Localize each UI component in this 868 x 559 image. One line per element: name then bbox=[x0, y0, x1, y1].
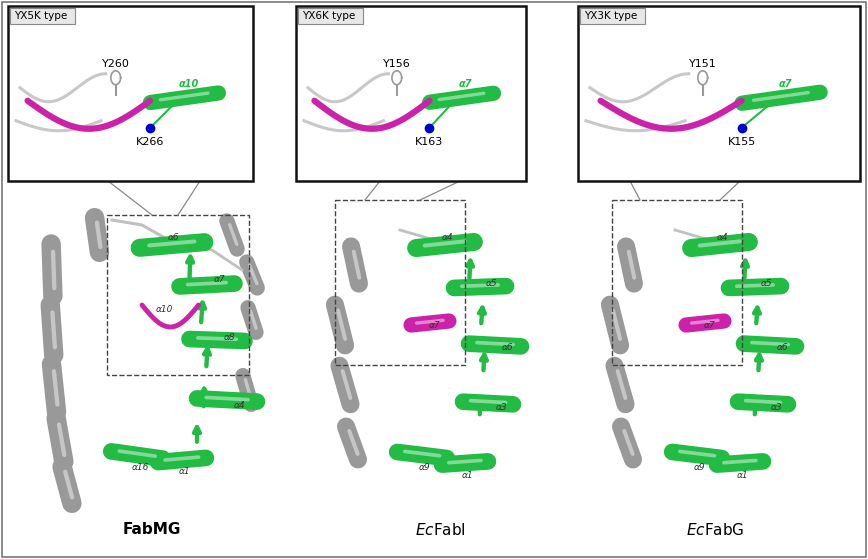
Text: α1: α1 bbox=[179, 467, 191, 476]
Text: Y260: Y260 bbox=[102, 59, 129, 69]
Text: K163: K163 bbox=[415, 137, 444, 147]
Bar bbox=[107, 215, 249, 375]
Text: K155: K155 bbox=[727, 137, 756, 147]
Text: α8: α8 bbox=[224, 334, 236, 343]
Text: α1: α1 bbox=[462, 471, 474, 480]
Text: α5: α5 bbox=[486, 278, 498, 287]
Text: $\it{Ec}$FabG: $\it{Ec}$FabG bbox=[686, 522, 744, 538]
Text: YX5K type: YX5K type bbox=[14, 11, 67, 21]
Text: Y151: Y151 bbox=[689, 59, 717, 69]
Text: FabMG: FabMG bbox=[122, 523, 181, 538]
Text: α4: α4 bbox=[234, 400, 246, 410]
Text: α5: α5 bbox=[761, 278, 773, 287]
Text: α4: α4 bbox=[442, 234, 454, 243]
Text: $\it{Ec}$FabI: $\it{Ec}$FabI bbox=[415, 522, 465, 538]
Text: α10: α10 bbox=[178, 79, 199, 89]
Text: α16: α16 bbox=[131, 463, 148, 472]
Text: YX3K type: YX3K type bbox=[584, 11, 637, 21]
Bar bbox=[296, 6, 526, 181]
Text: α4: α4 bbox=[717, 234, 729, 243]
Text: Y156: Y156 bbox=[383, 59, 411, 69]
Text: α3: α3 bbox=[496, 402, 508, 411]
Text: α9: α9 bbox=[419, 462, 431, 471]
Text: K266: K266 bbox=[136, 137, 164, 147]
Bar bbox=[10, 8, 75, 24]
Text: α7: α7 bbox=[459, 79, 472, 89]
Text: YX6K type: YX6K type bbox=[302, 11, 355, 21]
Bar bbox=[335, 200, 465, 365]
Text: α7: α7 bbox=[704, 320, 716, 329]
Text: α6: α6 bbox=[168, 234, 180, 243]
Text: α9: α9 bbox=[694, 462, 706, 471]
Bar bbox=[8, 6, 253, 181]
Bar bbox=[580, 8, 645, 24]
Text: α1: α1 bbox=[737, 471, 749, 480]
Text: α10: α10 bbox=[155, 306, 173, 315]
Text: α7: α7 bbox=[214, 276, 226, 285]
Bar bbox=[298, 8, 363, 24]
Text: α6: α6 bbox=[777, 343, 789, 352]
Bar bbox=[578, 6, 860, 181]
Text: α6: α6 bbox=[503, 343, 514, 352]
Bar bbox=[612, 200, 742, 365]
Text: α3: α3 bbox=[771, 402, 783, 411]
Text: α7: α7 bbox=[779, 79, 792, 89]
Text: α7: α7 bbox=[429, 320, 441, 329]
